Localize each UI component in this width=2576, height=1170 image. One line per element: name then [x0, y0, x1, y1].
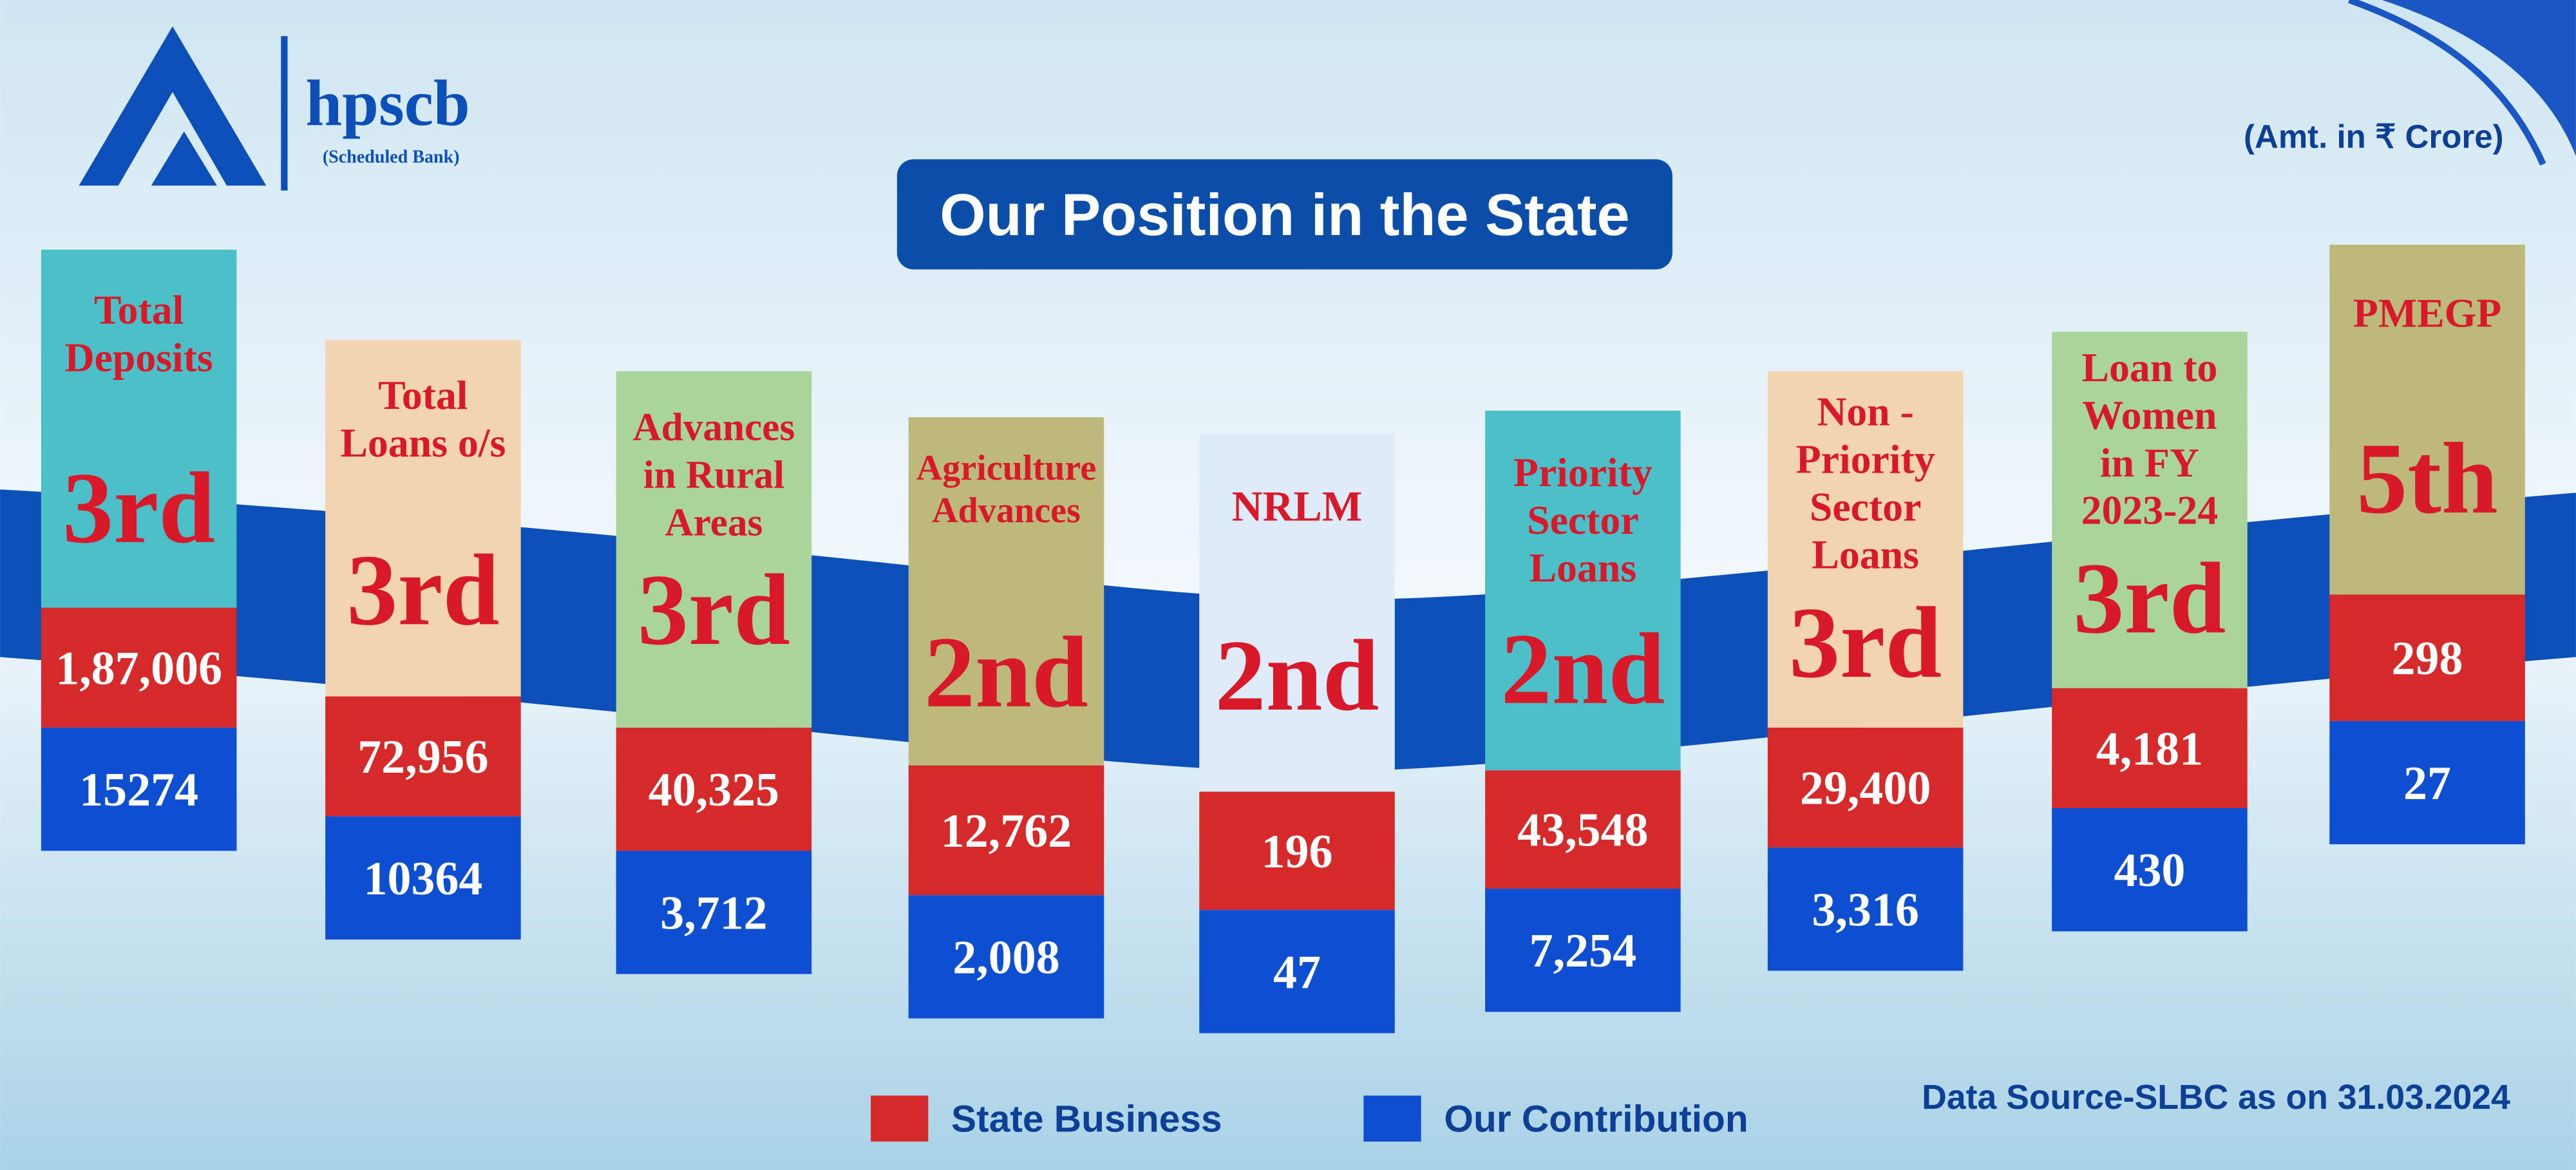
- state-business-box: [2329, 594, 2525, 721]
- contribution-value: 3,712: [660, 887, 767, 940]
- card-label: PMEGP: [2353, 290, 2501, 336]
- rank: 5th: [2356, 422, 2498, 535]
- state-business-value: 29,400: [1800, 762, 1931, 815]
- logo: [79, 26, 288, 191]
- card-label: Sector: [1527, 497, 1639, 543]
- card-label: NRLM: [1232, 484, 1363, 531]
- state-business-value: 40,325: [649, 764, 779, 816]
- card-header: [1485, 410, 1681, 771]
- rank: 3rd: [638, 554, 790, 666]
- card-header: [1767, 371, 1964, 728]
- rank: 3rd: [346, 534, 499, 646]
- card-label: 2023-24: [2081, 487, 2219, 533]
- card-header: [1199, 433, 1395, 792]
- card-label: Total: [378, 372, 468, 418]
- corner-swoosh: [2382, 0, 2576, 156]
- card-label: Loans: [1530, 545, 1637, 590]
- title: Our Position in the State: [940, 182, 1629, 248]
- contribution-box: [41, 728, 237, 851]
- contribution-box: [325, 816, 521, 940]
- contribution-box: [1199, 910, 1395, 1033]
- state-business-box: [325, 696, 521, 816]
- contribution-box: [908, 895, 1104, 1019]
- contribution-value: 3,316: [1812, 883, 1918, 936]
- card-label: Loans o/s: [340, 420, 506, 466]
- contribution-value: 15274: [79, 764, 198, 816]
- rank: 2nd: [1215, 619, 1379, 732]
- brand-tagline: (Scheduled Bank): [323, 147, 460, 167]
- state-business-value: 12,762: [941, 805, 1072, 858]
- card-label: Women: [2082, 392, 2217, 438]
- contribution-box: [2329, 721, 2525, 845]
- state-business-box: [41, 607, 237, 728]
- contribution-value: 430: [2114, 844, 2185, 897]
- card-header: [325, 340, 521, 697]
- card-label: Deposits: [65, 335, 213, 381]
- state-business-box: [2052, 688, 2248, 809]
- contribution-box: [1485, 889, 1681, 1012]
- card-label: Priority: [1513, 449, 1653, 495]
- card-label: in Rural: [643, 453, 784, 497]
- contribution-value: 27: [2403, 757, 2451, 810]
- card-label: Non -: [1817, 389, 1914, 435]
- card-label: Advances: [932, 491, 1081, 531]
- state-business-value: 4,181: [2096, 722, 2203, 775]
- card-header: [2052, 332, 2248, 688]
- state-business-value: 1,87,006: [55, 642, 222, 695]
- title-box: [896, 159, 1672, 270]
- contribution-value: 47: [1273, 946, 1321, 999]
- rank: 2nd: [924, 616, 1088, 729]
- corner-line: [2348, 0, 2546, 166]
- contribution-value: 10364: [363, 853, 482, 905]
- card-label: Areas: [665, 501, 763, 545]
- card-label: in FY: [2100, 440, 2199, 486]
- legend-label: State Business: [951, 1099, 1222, 1140]
- legend-swatch-contribution: [1363, 1095, 1421, 1142]
- state-business-value: 72,956: [357, 731, 488, 784]
- card-label: Sector: [1810, 484, 1921, 530]
- cards: TotalDeposits3rd1,87,00615274TotalLoans …: [41, 245, 2525, 1033]
- card-header: [2329, 245, 2525, 595]
- rank: 3rd: [62, 452, 215, 565]
- card-header: [41, 249, 237, 608]
- state-business-box: [908, 765, 1104, 896]
- card-label: Priority: [1796, 437, 1935, 482]
- card-header: [908, 417, 1104, 766]
- state-business-box: [616, 728, 812, 851]
- card-label: Advances: [633, 406, 795, 449]
- card-label: Total: [94, 287, 184, 333]
- rank: 3rd: [2073, 542, 2226, 655]
- contribution-box: [1767, 847, 1964, 971]
- state-business-box: [1767, 728, 1964, 848]
- rank: 2nd: [1501, 613, 1665, 726]
- data-source: Data Source-SLBC as on 31.03.2024: [1922, 1079, 2510, 1117]
- contribution-value: 7,254: [1530, 925, 1636, 977]
- rank: 3rd: [1789, 587, 1942, 699]
- card-label: Agriculture: [916, 448, 1096, 488]
- contribution-box: [616, 851, 812, 974]
- legend-label: Our Contribution: [1444, 1099, 1748, 1140]
- state-business-box: [1485, 770, 1681, 889]
- contribution-box: [2052, 808, 2248, 932]
- contribution-value: 2,008: [952, 931, 1059, 984]
- state-business-value: 298: [2392, 632, 2463, 685]
- brand-name: hpscb: [306, 67, 470, 140]
- state-business-box: [1199, 791, 1395, 911]
- unit-note: (Amt. in ₹ Crore): [2244, 118, 2504, 155]
- card-label: Loans: [1812, 532, 1919, 578]
- legend-swatch-state: [871, 1095, 929, 1142]
- card-label: Loan to: [2082, 344, 2218, 390]
- card-header: [616, 371, 812, 728]
- state-business-value: 196: [1262, 826, 1333, 878]
- state-business-value: 43,548: [1517, 804, 1648, 857]
